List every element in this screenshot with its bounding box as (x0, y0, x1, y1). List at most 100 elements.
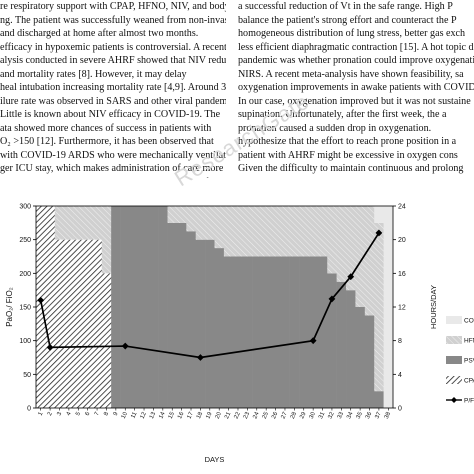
text-line: alysis conducted in severe AHRF showed t… (0, 55, 226, 66)
text-line: O₂ >150 [12]. Furthermore, it has been o… (0, 136, 214, 147)
area-segment-cpap (73, 239, 84, 408)
x-tick-label: 38 (384, 411, 393, 420)
y2-tick-label: 20 (398, 237, 406, 244)
area-segment-cpap (64, 239, 74, 408)
x-tick-label: 28 (290, 411, 299, 420)
area-segment-psv (223, 256, 234, 408)
pf-point (309, 337, 317, 345)
area-segment-psv (148, 206, 159, 408)
text-line: and mortality rates [8]. However, it may… (0, 68, 187, 80)
area-segment-psv (270, 256, 281, 408)
area-segment-psv (176, 222, 187, 408)
y-tick-label: 250 (19, 237, 31, 244)
area-segment-hfno (280, 206, 290, 257)
area-segment-psv (195, 239, 206, 408)
area-segment-hfno (374, 222, 384, 392)
area-segment-psv (317, 256, 328, 408)
text-line: homogeneous distribution of lung stress,… (238, 28, 466, 39)
area-segment-psv (233, 256, 243, 408)
text-line: ger ICU stay, which makes administration… (0, 163, 224, 174)
area-segment-psv (158, 206, 168, 408)
legend-marker-pf (451, 397, 457, 403)
area-segment-psv (299, 256, 309, 408)
area-segment-cot (383, 206, 394, 408)
x-tick-label: 12 (140, 411, 149, 420)
x-tick-label: 3 (56, 411, 63, 417)
area-segment-psv (242, 256, 253, 408)
y-tick-label: 150 (19, 305, 31, 312)
y2-tick-label: 16 (398, 271, 406, 278)
pf-point (121, 342, 129, 350)
area-segment-psv (120, 206, 131, 408)
area-segment-hfno (346, 206, 356, 291)
legend-label: P/F (464, 398, 474, 405)
area-segment-hfno (101, 206, 112, 274)
area-segment-cpap (82, 239, 93, 408)
y2-tick-label: 0 (398, 406, 402, 413)
text-line: efficacy in hypoxemic patients is contro… (0, 41, 226, 53)
text-line: ilure rate was observed in SARS and othe… (0, 95, 226, 107)
x-tick-label: 15 (168, 411, 177, 420)
x-tick-label: 7 (94, 411, 101, 417)
area-segment-psv (214, 248, 225, 408)
area-segment-psv (280, 256, 290, 408)
area-segment-psv (308, 256, 319, 408)
x-tick-label: 37 (374, 411, 383, 420)
x-tick-label: 2 (47, 411, 54, 417)
x-tick-label: 17 (187, 411, 196, 420)
area-segment-hfno (195, 206, 206, 240)
y-axis-label: PaO₂/ FiO₂ (5, 287, 14, 327)
text-line: NIRS. A recent meta-analysis have shown … (238, 68, 464, 80)
x-tick-label: 34 (346, 411, 355, 420)
x-tick-label: 23 (243, 411, 252, 420)
x-tick-label: 13 (149, 411, 158, 420)
x-tick-label: 36 (365, 411, 374, 420)
area-segment-hfno (308, 206, 319, 257)
area-segment-psv (139, 206, 150, 408)
text-line: sessions, we used HFNO as a bridge to im… (238, 176, 474, 179)
x-tick-label: 31 (318, 411, 327, 420)
text-line: n patients surviving to severe ARDS, ICU… (0, 176, 226, 179)
area-segment-cpap (45, 206, 56, 408)
x-tick-label: 20 (215, 411, 224, 420)
text-line: ata showed more chances of success in pa… (0, 122, 212, 134)
area-segment-hfno (54, 206, 65, 240)
y2-tick-label: 4 (398, 372, 402, 379)
area-segment-hfno (205, 206, 215, 240)
area-segment-hfno (299, 206, 309, 257)
text-column-left: re respiratory support with CPAP, HFNO, … (0, 0, 226, 178)
area-segment-psv (364, 315, 375, 408)
y-tick-label: 0 (27, 406, 31, 413)
text-line: less efficient diaphragmatic contraction… (238, 41, 474, 53)
area-segment-psv (186, 231, 197, 408)
x-tick-label: 22 (234, 411, 243, 420)
legend-label: PSV (464, 358, 474, 365)
text-line: pronation caused a sudden drop in oxygen… (238, 122, 432, 134)
area-segment-hfno (364, 206, 375, 316)
area-segment-hfno (82, 206, 93, 240)
x-tick-label: 33 (337, 411, 346, 420)
area-segment-hfno (270, 206, 281, 257)
x-tick-label: 9 (113, 411, 120, 417)
area-segment-psv (289, 256, 300, 408)
area-segment-hfno (336, 206, 347, 282)
text-line: oxygenation improvements in awake patien… (238, 82, 474, 93)
y2-tick-label: 12 (398, 305, 406, 312)
y-tick-label: 200 (19, 271, 31, 278)
area-segment-hfno (167, 206, 178, 223)
area-segment-psv (167, 222, 178, 408)
text-line: patient with AHRF might be excessive in … (238, 149, 458, 161)
x-tick-label: 18 (196, 411, 205, 420)
x-tick-label: 6 (85, 411, 92, 417)
text-line: balance the patient's strong effort and … (238, 14, 457, 26)
legend-label: HFNO (464, 338, 474, 345)
x-tick-label: 8 (103, 411, 110, 417)
area-segment-psv (374, 391, 384, 408)
area-segment-psv (355, 307, 366, 408)
x-tick-label: 10 (121, 411, 130, 420)
x-tick-label: 11 (130, 411, 138, 420)
area-segment-psv (346, 290, 356, 408)
text-line: In our case, oxygenation improved but it… (238, 95, 471, 107)
pf-point (328, 295, 336, 303)
